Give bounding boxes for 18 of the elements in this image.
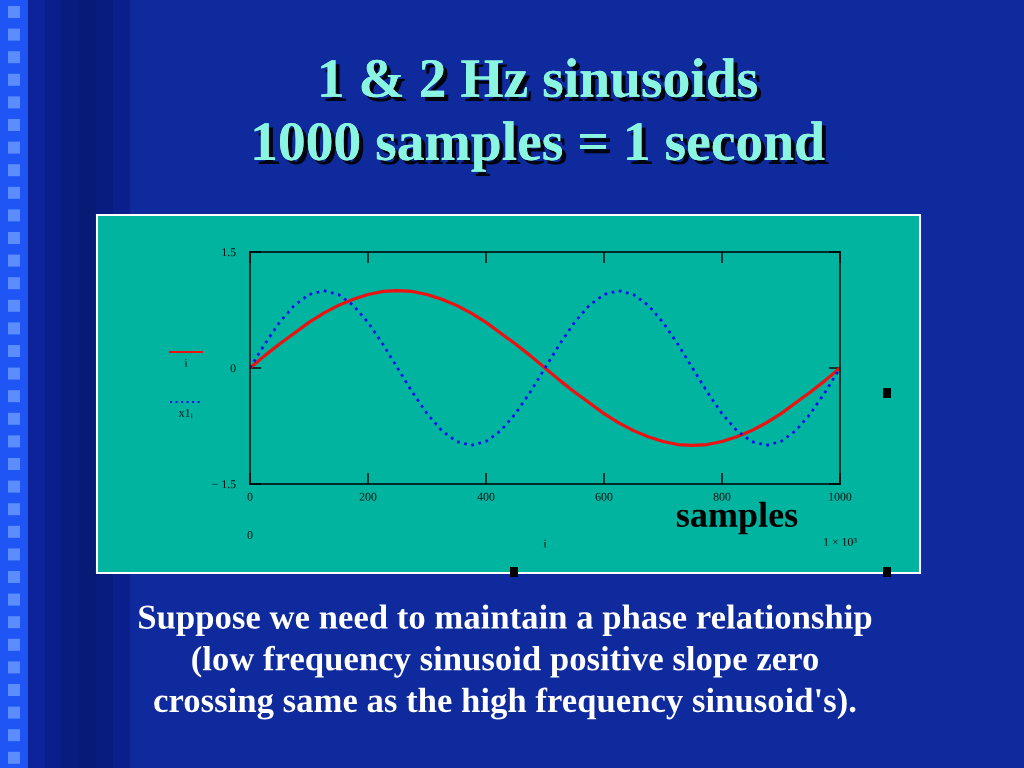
line-series (250, 289, 840, 447)
x-tick-label: 600 (595, 492, 613, 501)
x-tick-label: 0 (247, 492, 253, 501)
text: 0 (247, 530, 253, 539)
x-tick-label: 1000 (829, 492, 852, 501)
y-tick-label: 1.5 (222, 248, 236, 257)
x-tick-label: 400 (477, 492, 495, 501)
chart-title: 1 & 2 Hz sinusoids 1000 samples = 1 second (254, 58, 829, 176)
x-axis-title: i (543, 539, 547, 548)
legend-label: i (184, 359, 188, 367)
x-tick-label: 800 (713, 492, 731, 501)
y-tick-label: − 1.5 (212, 480, 236, 489)
x-tick-label: 200 (359, 492, 377, 501)
text: 1 × 10³ (824, 537, 857, 546)
text: samples (676, 501, 798, 535)
text: Suppose we need to maintain a phase relationship (low frequency sinusoid positive slope zero crossing same as the high frequency sinusoid's). (139, 604, 872, 720)
y-tick-label: 0 (230, 364, 236, 373)
legend-label: x1$_{i}$ (178, 408, 193, 419)
